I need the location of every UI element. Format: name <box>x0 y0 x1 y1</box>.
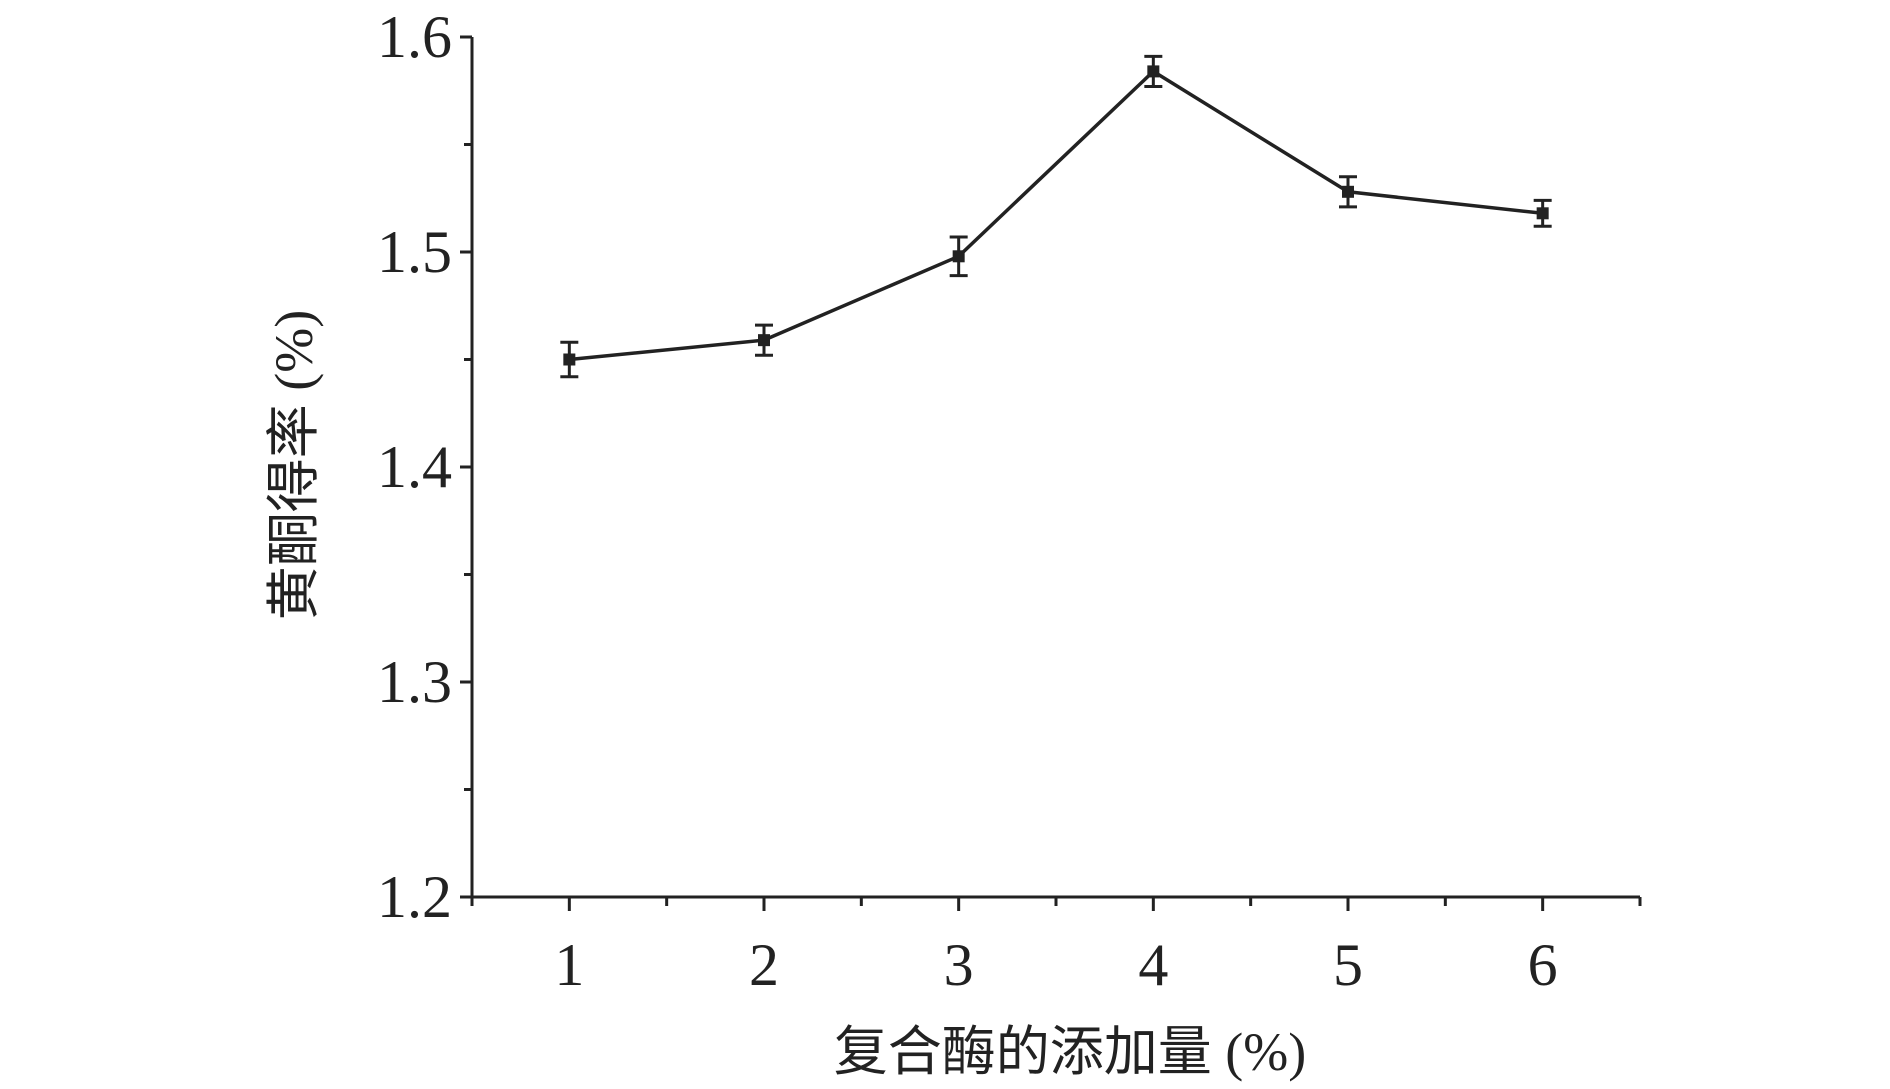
data-point <box>1342 185 1354 198</box>
data-series <box>560 54 1552 379</box>
x-tick-label: 3 <box>944 932 974 998</box>
y-tick-label: 1.6 <box>377 4 452 70</box>
x-tick-label: 5 <box>1333 932 1363 998</box>
y-axis-title: 黄酮得率 (%) <box>264 310 324 620</box>
axes: 1.2 1.3 1.4 1.5 1.6 1 2 3 4 5 6 <box>377 4 1642 998</box>
x-tick-label: 6 <box>1528 932 1558 998</box>
y-tick-label: 1.3 <box>377 649 452 715</box>
y-tick-label: 1.5 <box>377 219 452 285</box>
x-axis-title: 复合酶的添加量 (%) <box>834 1022 1306 1082</box>
data-point <box>563 353 576 366</box>
data-point <box>1536 207 1549 220</box>
x-tick-label: 2 <box>749 932 779 998</box>
x-tick-label: 1 <box>554 932 584 998</box>
y-tick-label: 1.4 <box>377 434 452 500</box>
data-point <box>758 334 770 347</box>
x-tick-label: 4 <box>1138 932 1168 998</box>
series-line <box>569 69 1543 362</box>
y-tick-label: 1.2 <box>377 864 452 930</box>
data-point <box>952 250 965 263</box>
data-point <box>1147 65 1160 78</box>
